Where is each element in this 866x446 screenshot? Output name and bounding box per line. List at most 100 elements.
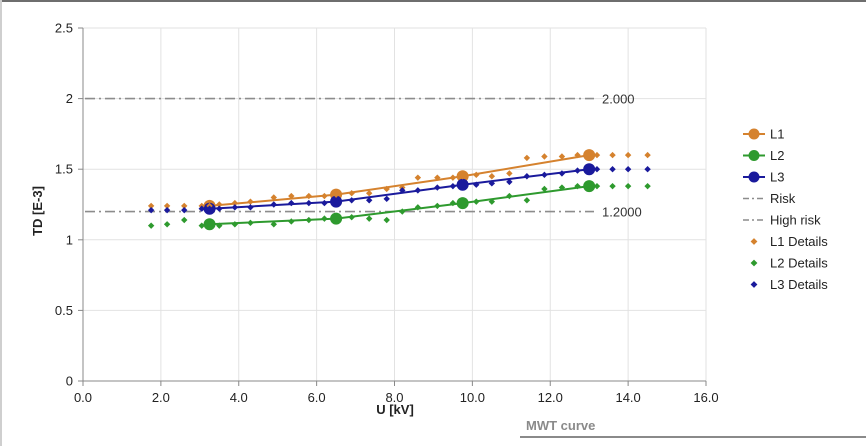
x-tick-label: 10.0 (460, 390, 485, 405)
detail-point-l2-details (593, 182, 601, 190)
detail-point-l2-details (488, 198, 496, 205)
detail-point-l2-details (541, 185, 548, 193)
detail-point-l1-details (147, 202, 155, 210)
detail-point-l1-details (216, 201, 223, 208)
series-line-l3 (209, 168, 590, 210)
detail-point-l2-details (434, 202, 441, 210)
series-line-l1 (209, 154, 590, 207)
detail-point-l3-details (609, 166, 616, 173)
x-tick-label: 14.0 (615, 390, 640, 405)
detail-point-l3-details (348, 197, 355, 204)
detail-point-l2-details (585, 182, 593, 190)
detail-point-l1-details (558, 153, 566, 160)
x-tick-label: 8.0 (385, 390, 403, 405)
detail-point-l3-details (506, 178, 513, 186)
detail-point-l3-details (558, 170, 566, 177)
legend-label: L3 Details (770, 277, 828, 292)
detail-point-l2-details (365, 215, 373, 222)
detail-point-l1-details (488, 173, 496, 180)
detail-point-l3-details (181, 206, 188, 214)
detail-point-l2-details (332, 215, 340, 222)
detail-point-l1-details (523, 154, 531, 162)
detail-point-l2-details (459, 199, 466, 207)
detail-point-l1-details (609, 151, 616, 159)
legend-marker-l3 (748, 171, 760, 183)
detail-point-l2-details (206, 221, 213, 228)
detail-point-l3-details (270, 201, 277, 208)
detail-point-l1-details (365, 190, 373, 197)
detail-point-l3-details (644, 166, 651, 173)
x-tick-label: 2.0 (152, 390, 170, 405)
detail-point-l2-details (247, 219, 254, 227)
y-tick-label: 2.5 (55, 21, 73, 36)
legend-marker-l2 (748, 150, 760, 161)
detail-point-l3-details (459, 181, 466, 188)
detail-point-l2-details (574, 182, 581, 190)
detail-point-l3-details (585, 166, 593, 173)
detail-point-l1-details (288, 192, 295, 200)
detail-point-l1-details (321, 192, 328, 200)
detail-point-l2-details (270, 221, 277, 228)
detail-point-l3-details (198, 205, 205, 212)
detail-point-l3-details (399, 187, 406, 194)
top-border (0, 0, 866, 2)
detail-point-l2-details (163, 221, 171, 228)
detail-point-l2-details (609, 182, 616, 190)
detail-point-l1-details (383, 185, 390, 193)
detail-point-l1-details (332, 191, 340, 198)
detail-point-l2-details (473, 198, 480, 205)
detail-point-l2-details (305, 216, 313, 224)
detail-point-l3-details (523, 173, 531, 180)
legend-label: L1 (770, 127, 784, 142)
detail-point-l3-details (206, 205, 213, 212)
x-axis-label: U [kV] (376, 402, 414, 417)
detail-point-l1-details (247, 198, 254, 205)
detail-point-l1-details (270, 194, 277, 201)
y-tick-label: 2 (66, 91, 73, 106)
detail-point-l2-details (523, 197, 531, 204)
detail-point-l3-details (414, 187, 422, 194)
detail-point-l2-details (216, 222, 223, 229)
x-tick-label: 6.0 (308, 390, 326, 405)
detail-point-l3-details (332, 198, 340, 205)
detail-point-l1-details (585, 151, 593, 159)
detail-point-l1-details (231, 199, 239, 207)
gridlines (83, 27, 707, 381)
legend: L1 L2 L3 Risk High risk L1 Details L2 Details L… (743, 127, 828, 292)
detail-point-l1-details (473, 171, 480, 179)
legend-label: High risk (770, 213, 821, 228)
detail-point-l1-details (434, 174, 441, 181)
detail-point-l2-details (414, 204, 422, 211)
legend-label: Risk (770, 191, 796, 206)
detail-point-l2-details (348, 214, 355, 221)
series-line-l2 (209, 185, 590, 226)
detail-point-l3-details (305, 199, 313, 207)
axes (78, 27, 707, 386)
detail-point-l3-details (593, 166, 601, 173)
detail-point-l1-details (506, 170, 513, 177)
detail-point-l1-details (593, 151, 601, 159)
x-tick-label: 4.0 (230, 390, 248, 405)
detail-point-l1-details (348, 190, 355, 197)
legend-marker-l2-details (750, 259, 758, 267)
detail-point-l3-details (449, 182, 457, 190)
detail-point-l3-details (488, 180, 496, 187)
detail-point-l3-details (216, 205, 223, 212)
tab-mwt-curve[interactable]: MWT curve (526, 418, 596, 433)
reference-line-label: 2.000 (602, 92, 635, 107)
detail-point-l2-details (181, 216, 188, 224)
detail-point-l2-details (198, 222, 205, 229)
x-tick-label: 0.0 (74, 390, 92, 405)
detail-point-l2-details (624, 182, 632, 190)
legend-marker-l1 (748, 128, 760, 140)
detail-point-l2-details (449, 199, 457, 207)
reference-lines: 1.2000 2.000 (85, 92, 642, 220)
detail-point-l2-details (321, 215, 328, 222)
legend-label: L2 (770, 148, 784, 163)
legend-label: L2 Details (770, 256, 828, 271)
legend-marker-l1-details (750, 238, 758, 245)
detail-point-l3-details (147, 206, 155, 214)
detail-point-l3-details (288, 199, 295, 207)
detail-point-l1-details (305, 192, 313, 200)
detail-point-l3-details (231, 204, 239, 211)
